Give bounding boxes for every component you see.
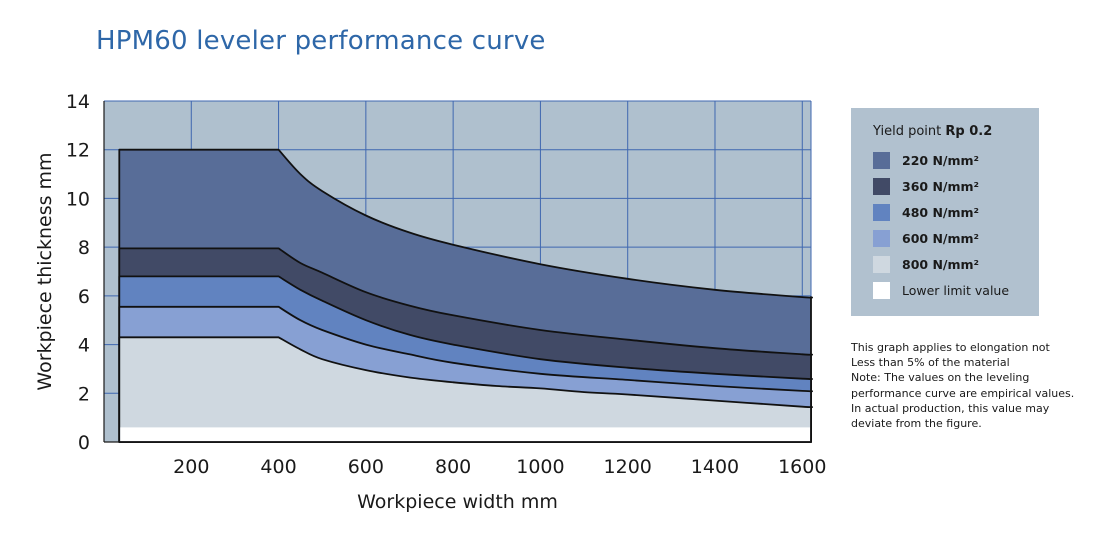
y-tick-label: 2 [78,383,90,405]
lower-limit-band [120,427,811,441]
legend-label: 220 N/mm² [902,152,979,168]
y-axis-title: Workpiece thickness mm [34,152,56,390]
y-tick-label: 4 [78,335,90,357]
chart-note: This graph applies to elongation not Les… [851,340,1106,431]
legend-label: Lower limit value [902,282,1010,298]
y-tick-label: 12 [66,140,90,162]
y-tick-label: 8 [78,237,90,259]
y-tick-label: 10 [66,188,90,210]
legend-label: 600 N/mm² [902,230,979,246]
legend-swatch [873,229,890,247]
x-tick-label: 1200 [604,456,652,478]
legend-title-prefix: Yield point [873,124,946,139]
y-tick-label: 14 [66,91,90,113]
x-tick-label: 600 [348,456,384,478]
x-tick-label: 1400 [691,456,739,478]
chart-title: HPM60 leveler performance curve [96,26,546,56]
legend-title-bold: Rp 0.2 [945,124,993,139]
legend-label: 360 N/mm² [902,178,979,194]
series-area [118,336,813,443]
legend-label: 800 N/mm² [902,256,979,272]
note-line: In actual production, this value may [851,401,1050,415]
x-tick-label: 1600 [778,456,826,478]
performance-chart: 0 2 4 6 8 10 12 14 200 400 600 800 1000 1200 1400 1600 W… [34,91,826,513]
x-axis-title: Workpiece width mm [357,491,558,513]
legend-item-600: 600 N/mm² [873,225,1039,251]
legend: Yield point Rp 0.2 220 N/mm² 360 N/mm² 4… [851,108,1039,316]
legend-title: Yield point Rp 0.2 [873,124,1039,139]
note-line: Note: The values on the leveling [851,371,1030,385]
legend-item-360: 360 N/mm² [873,173,1039,199]
legend-swatch [873,281,890,299]
legend-swatch [873,151,890,169]
legend-swatch [873,203,890,221]
x-tick-label: 400 [260,456,296,478]
legend-swatch [873,255,890,273]
legend-item-800: 800 N/mm² [873,251,1039,277]
x-tick-label: 1000 [516,456,564,478]
legend-item-480: 480 N/mm² [873,199,1039,225]
note-line: This graph applies to elongation not [851,341,1050,354]
note-line: performance curve are empirical values. [851,386,1075,400]
x-tick-label: 800 [435,456,471,478]
legend-item-lower-limit: Lower limit value [873,277,1039,303]
note-line: deviate from the figure. [851,417,982,431]
note-line: Less than 5% of the material [851,356,1010,370]
legend-item-220: 220 N/mm² [873,147,1039,173]
legend-label: 480 N/mm² [902,204,979,220]
legend-swatch [873,177,890,195]
y-tick-label: 0 [78,432,90,454]
y-tick-label: 6 [78,286,90,308]
x-tick-label: 200 [173,456,209,478]
